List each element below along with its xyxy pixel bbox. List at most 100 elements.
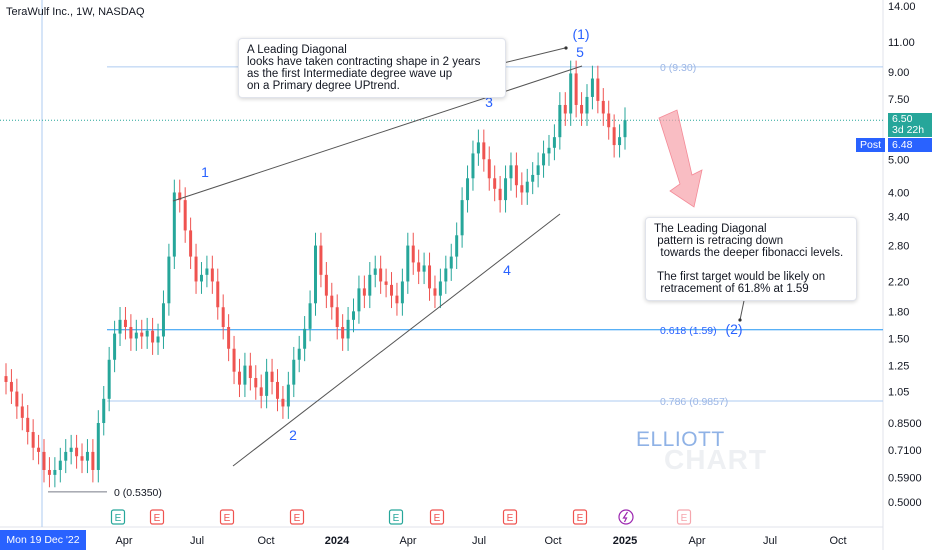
candle-body-100 <box>547 147 551 154</box>
candle-body-17 <box>96 423 100 470</box>
chart-title: TeraWulf Inc., 1W, NASDAQ <box>6 6 145 18</box>
candle-body-109 <box>596 78 600 101</box>
candle-body-46 <box>254 378 258 388</box>
candle-body-40 <box>221 307 225 328</box>
candle-body-82 <box>449 256 453 269</box>
candle-body-94 <box>514 165 518 186</box>
event-marker-label-6: E <box>507 513 514 524</box>
candle-body-113 <box>618 137 622 146</box>
candle-body-114 <box>623 120 627 138</box>
candle-body-10 <box>58 460 62 470</box>
event-marker-label-3: E <box>294 513 301 524</box>
candle-body-103 <box>563 104 567 114</box>
wave-label-2: 3 <box>485 94 493 110</box>
event-marker-9: E <box>676 509 692 525</box>
candle-body-57 <box>314 245 317 304</box>
candle-body-67 <box>368 274 372 296</box>
candle-body-56 <box>308 303 312 329</box>
candle-body-7 <box>42 451 46 470</box>
candle-body-79 <box>433 288 437 296</box>
candle-body-26 <box>145 330 149 337</box>
candle-body-14 <box>80 456 84 461</box>
candle-body-22 <box>123 319 127 328</box>
candle-body-12 <box>69 447 73 452</box>
candle-body-34 <box>189 230 193 257</box>
candle-body-92 <box>504 178 508 201</box>
candle-body-64 <box>352 311 356 320</box>
candle-body-33 <box>183 200 187 231</box>
x-tick-label-10: Oct <box>829 535 846 547</box>
candle-body-81 <box>444 268 448 282</box>
x-tick-label-5: Jul <box>472 535 486 547</box>
candle-body-91 <box>498 188 502 201</box>
candle-body-11 <box>64 451 68 461</box>
candle-body-32 <box>178 192 182 201</box>
candle-body-66 <box>362 288 366 296</box>
callout-dot-bottom <box>738 318 742 322</box>
candle-body-76 <box>417 262 421 272</box>
candle-body-68 <box>373 268 377 275</box>
event-marker-2: E <box>219 509 235 525</box>
candle-body-13 <box>75 447 79 457</box>
candle-body-29 <box>161 303 165 337</box>
y-tick-label-17: 0.5000 <box>888 497 922 509</box>
candle-body-50 <box>275 381 279 399</box>
candle-body-71 <box>390 284 394 296</box>
candle-body-112 <box>612 127 616 146</box>
candle-body-8 <box>47 469 51 475</box>
candle-body-59 <box>324 274 328 296</box>
watermark-elliott: ELLIOTT <box>636 428 725 451</box>
x-tick-label-4: Apr <box>399 535 416 547</box>
event-marker-4: E <box>388 509 404 525</box>
candle-body-16 <box>91 451 95 470</box>
candle-body-97 <box>531 174 535 182</box>
event-marker-6: E <box>502 509 518 525</box>
post-price-badge: 6.48 <box>888 138 932 152</box>
x-tick-label-8: Apr <box>688 535 705 547</box>
candle-body-1 <box>9 381 13 392</box>
candle-body-39 <box>216 281 220 308</box>
candle-body-111 <box>607 113 611 128</box>
candle-body-5 <box>31 432 35 448</box>
y-tick-label-16: 0.5900 <box>888 472 922 484</box>
y-tick-label-11: 1.50 <box>888 333 909 345</box>
wave-label-1: 2 <box>289 427 297 443</box>
candle-body-77 <box>422 265 426 272</box>
candle-body-6 <box>37 447 41 452</box>
candle-body-38 <box>210 268 214 282</box>
candle-body-60 <box>330 295 334 308</box>
candle-body-72 <box>395 295 399 304</box>
candle-body-95 <box>520 185 524 193</box>
event-marker-7: E <box>572 509 588 525</box>
candle-body-58 <box>319 245 323 275</box>
callout-line-top <box>494 47 566 66</box>
event-marker-3: E <box>289 509 305 525</box>
y-tick-label-5: 5.00 <box>888 154 909 166</box>
candle-body-23 <box>129 327 133 339</box>
candle-body-52 <box>286 384 290 407</box>
candle-body-105 <box>574 73 578 105</box>
candle-body-9 <box>53 469 57 475</box>
candle-body-35 <box>194 256 198 282</box>
candle-body-86 <box>471 153 475 179</box>
candle-body-53 <box>292 359 296 385</box>
candle-body-0 <box>4 376 8 382</box>
event-marker-label-7: E <box>577 513 584 524</box>
current-price: 6.50 <box>892 113 913 125</box>
y-tick-label-9: 2.20 <box>888 276 909 288</box>
candle-body-80 <box>438 281 442 296</box>
event-marker-5: E <box>429 509 445 525</box>
y-tick-label-2: 9.00 <box>888 67 909 79</box>
x-tick-label-3: 2024 <box>325 535 350 547</box>
retrace-note[interactable]: The Leading Diagonal pattern is retracin… <box>645 217 857 301</box>
candle-body-78 <box>428 265 432 289</box>
event-marker-label-0: E <box>115 513 122 524</box>
candle-body-43 <box>237 371 241 385</box>
x-tick-label-2: Oct <box>257 535 274 547</box>
candle-body-48 <box>265 371 269 396</box>
candle-body-87 <box>476 142 480 154</box>
y-tick-label-7: 3.40 <box>888 212 909 224</box>
diagonal-lower-line <box>232 213 561 467</box>
leading-diagonal-note[interactable]: A Leading Diagonal looks have taken cont… <box>238 38 506 98</box>
